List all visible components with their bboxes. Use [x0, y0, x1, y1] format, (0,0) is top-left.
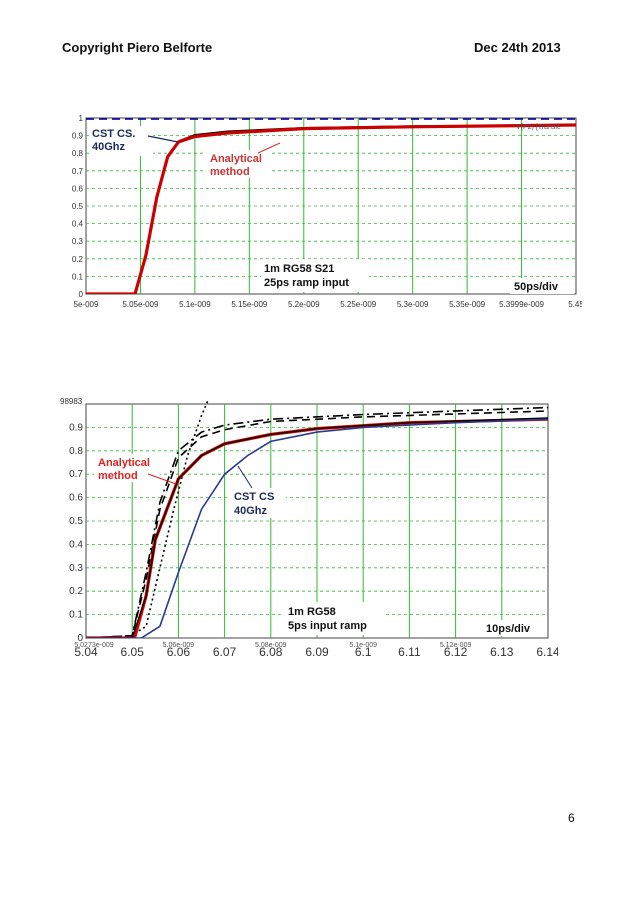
- x-tick-label-overlay: 5.06e-009: [163, 642, 195, 649]
- analytical-annotation: Analytical method: [98, 457, 150, 482]
- analytical-label-bg: [94, 454, 160, 482]
- chart-rg58-5ps-ramp-svg: 0 0.1 0.2 0.3 0.4 0.5 0.6 0.7 0.8 0.9 5.04 6.05 6.06…: [60, 397, 560, 659]
- y-tick-label: 0: [77, 633, 83, 644]
- x-tick-label: 5.3999e-009: [499, 300, 544, 309]
- y-tick-label: 0.6: [72, 184, 84, 193]
- x-tick-label-overlay: 5.12e-009: [440, 642, 472, 649]
- cst-leader-line: [147, 135, 179, 143]
- y-tick-label: 0.7: [72, 167, 84, 176]
- header-copyright: Copyright Piero Belforte: [62, 40, 213, 55]
- y-tick-label: 0.2: [69, 586, 83, 597]
- x-tick-label: 5.2e-009: [288, 300, 320, 309]
- x-tick-label: 6.05: [121, 645, 145, 659]
- x-tick-label: 6.12: [444, 645, 468, 659]
- y-tick-label: 0.5: [69, 516, 83, 527]
- cst-leader-line: [237, 465, 253, 489]
- x-tick-label: 5.3e-009: [397, 300, 429, 309]
- x-tick-label: 6.14: [536, 645, 558, 659]
- y-tick-label: 0.8: [69, 446, 83, 457]
- page-number: 6: [568, 811, 575, 825]
- series-line: [86, 123, 576, 294]
- x-tick-label: 5.05e-009: [122, 300, 159, 309]
- x-tick-label: 5.25e-009: [340, 300, 377, 309]
- x-tick-label: 5.04: [74, 645, 98, 659]
- title-annotation: 1m RG58 S21 25ps ramp input: [264, 263, 349, 289]
- chart-rg58-s21: 0 0.1 0.2 0.3 0.4 0.5 0.6 0.7 0.8 0.9 1 5e-009 5.05e…: [58, 110, 584, 315]
- analytical-leader-line: [257, 142, 281, 154]
- analytical-annotation: Analytical method: [210, 153, 262, 178]
- analytical-label-bg: [206, 150, 272, 178]
- scale-bg: [482, 620, 546, 636]
- y-tick-label: 0.5: [72, 202, 84, 211]
- y-tick-label: 1: [79, 114, 84, 123]
- y-tick-label: 0.4: [72, 220, 84, 229]
- series-line: [86, 418, 548, 638]
- y-tick-label: 0.4: [69, 539, 83, 550]
- y-tick-label: 0.3: [72, 237, 84, 246]
- legend-fragment: V(P2) [Transie: [516, 124, 561, 131]
- chart-rg58-5ps-ramp: 0 0.1 0.2 0.3 0.4 0.5 0.6 0.7 0.8 0.9 5.04 6.05 6.06…: [58, 396, 560, 660]
- x-tick-label: 5.1e-009: [179, 300, 211, 309]
- x-tick-label: 5.15e-009: [231, 300, 268, 309]
- scale-bg: [510, 278, 574, 294]
- scale-annotation: 10ps/div: [486, 623, 531, 635]
- series-line: [86, 417, 548, 638]
- y-tick-label: 0.7: [69, 469, 83, 480]
- analytical-leader-line: [147, 473, 177, 485]
- header-date: Dec 24th 2013: [474, 40, 561, 55]
- x-tick-label: 5.45: [568, 300, 582, 309]
- series-line: [86, 406, 548, 638]
- title-annotation: 1m RG58 5ps input ramp: [288, 606, 367, 632]
- x-tick-label: 5e-009: [74, 300, 99, 309]
- x-tick-label: 6.1: [355, 645, 372, 659]
- x-tick-label-overlay: 5.0273e-009: [74, 642, 113, 649]
- y-tick-label: 0.1: [69, 610, 83, 621]
- x-tick-label: 6.09: [305, 645, 329, 659]
- x-tick-label-overlay: 5.1e-009: [349, 642, 377, 649]
- y-tick-label: 0.9: [69, 422, 83, 433]
- y-tick-label: 0.1: [72, 272, 84, 281]
- cst-label-bg: [230, 488, 286, 518]
- top-value-fragment: 98983: [60, 397, 83, 406]
- cst-label-bg: [89, 126, 153, 156]
- y-tick-label: 0.2: [72, 255, 84, 264]
- scale-annotation: 50ps/div: [514, 281, 559, 293]
- y-tick-label: 0.9: [72, 132, 84, 141]
- x-tick-label-overlay: 5.08e-009: [255, 642, 287, 649]
- y-tick-label: 0.3: [69, 563, 83, 574]
- y-tick-label: 0: [79, 290, 84, 299]
- x-tick-label: 6.08: [259, 645, 283, 659]
- cst-annotation: CST CS. 40Ghz: [92, 128, 135, 153]
- x-tick-label: 6.07: [213, 645, 237, 659]
- x-tick-label: 5.35e-009: [449, 300, 486, 309]
- series-line: [86, 410, 548, 638]
- x-tick-label: 6.06: [167, 645, 191, 659]
- x-tick-label: 6.11: [398, 645, 421, 659]
- y-tick-label: 0.8: [72, 149, 84, 158]
- x-tick-label: 6.13: [490, 645, 514, 659]
- title-bg: [261, 259, 369, 292]
- cst-annotation: CST CS 40Ghz: [234, 491, 274, 517]
- title-bg: [284, 602, 384, 635]
- y-tick-label: 0.6: [69, 493, 83, 504]
- chart-rg58-s21-svg: 0 0.1 0.2 0.3 0.4 0.5 0.6 0.7 0.8 0.9 1 5e-009 5.05e…: [72, 114, 584, 309]
